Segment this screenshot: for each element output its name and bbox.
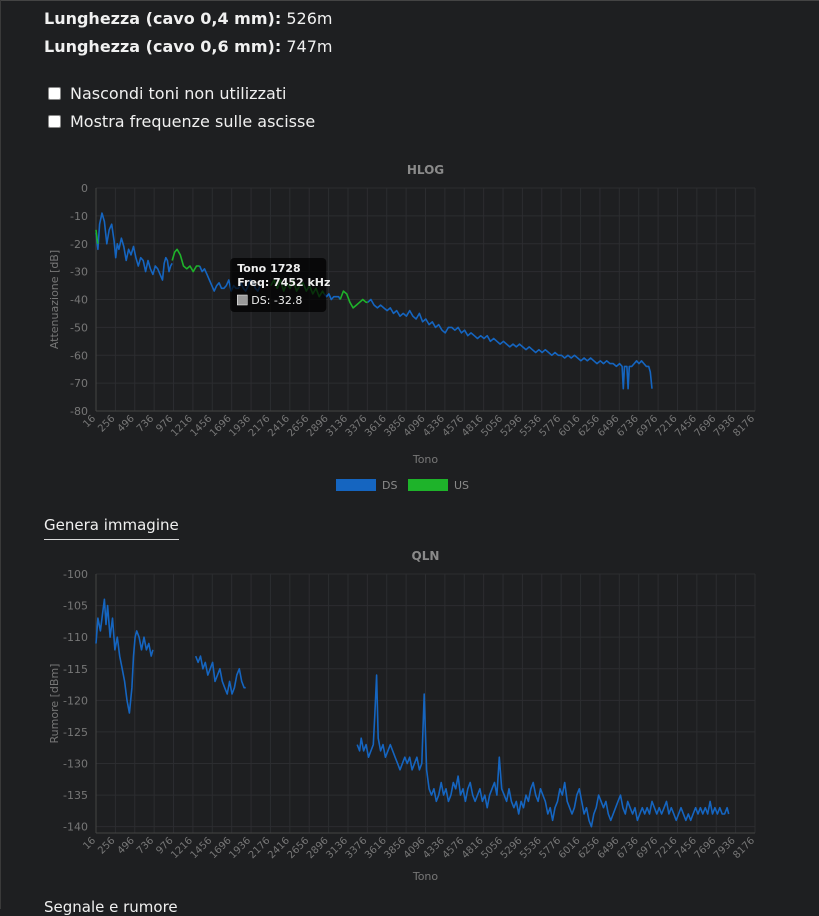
left-border: [0, 0, 1, 909]
y-tick-label: -140: [63, 821, 88, 834]
show-frequencies-option[interactable]: Mostra frequenze sulle ascisse: [48, 112, 315, 131]
y-tick-label: -50: [70, 321, 88, 334]
x-tick-label: 736: [135, 835, 156, 856]
legend-label-us: US: [454, 479, 469, 492]
hide-unused-tones-checkbox[interactable]: [48, 87, 61, 100]
series-line-us: [339, 290, 368, 309]
x-tick-label: 736: [135, 413, 156, 434]
hide-unused-tones-label: Nascondi toni non utilizzati: [70, 84, 287, 103]
y-tick-label: -30: [70, 266, 88, 279]
cable-length-04-value: 526m: [286, 9, 333, 28]
top-border: [0, 0, 819, 1]
y-tick-label: -100: [63, 568, 88, 581]
y-tick-label: -60: [70, 349, 88, 362]
hide-unused-tones-option[interactable]: Nascondi toni non utilizzati: [48, 84, 286, 103]
series-line-us: [171, 248, 200, 273]
tooltip-freq: Freq: 7452 kHz: [237, 276, 330, 289]
legend-swatch-ds: [336, 479, 376, 491]
y-tick-label: -10: [70, 210, 88, 223]
cable-length-04: Lunghezza (cavo 0,4 mm): 526m: [44, 9, 333, 28]
x-tick-label: 496: [116, 413, 137, 434]
tooltip-swatch: [237, 294, 248, 306]
tooltip-box: [230, 258, 327, 312]
y-tick-label: -135: [63, 789, 88, 802]
legend-label-ds: DS: [382, 479, 397, 492]
series-line-ds: [95, 212, 173, 281]
qln-chart: QLN1625649673697612161456169619362176241…: [48, 549, 757, 883]
series-line-us: [95, 229, 99, 244]
y-tick-label: -70: [70, 377, 88, 390]
y-axis-label: Rumore [dBm]: [48, 664, 61, 744]
x-tick-label: 256: [96, 413, 117, 434]
chart-title: HLOG: [407, 163, 444, 177]
y-tick-label: -120: [63, 694, 88, 707]
y-tick-label: -130: [63, 758, 88, 771]
generate-image-link[interactable]: Genera immagine: [44, 516, 179, 540]
series-line-ds: [356, 674, 730, 828]
y-tick-label: -110: [63, 631, 88, 644]
chart-title: QLN: [412, 549, 440, 563]
x-axis-label: Tono: [412, 870, 439, 883]
x-tick-label: 496: [116, 835, 137, 856]
y-tick-label: -20: [70, 238, 88, 251]
tooltip-entry: DS: -32.8: [251, 294, 302, 307]
y-tick-label: 0: [81, 182, 88, 195]
series-line-ds: [367, 298, 653, 390]
tooltip-title: Tono 1728: [237, 262, 300, 275]
series-line-ds: [194, 655, 246, 695]
y-axis-label: Attenuazione [dB]: [48, 250, 61, 349]
show-frequencies-checkbox[interactable]: [48, 115, 61, 128]
show-frequencies-label: Mostra frequenze sulle ascisse: [70, 112, 316, 131]
y-tick-label: -125: [63, 726, 88, 739]
x-tick-label: 256: [96, 835, 117, 856]
cable-length-06: Lunghezza (cavo 0,6 mm): 747m: [44, 37, 333, 56]
y-tick-label: -115: [63, 663, 88, 676]
cable-length-06-value: 747m: [286, 37, 333, 56]
x-tick-label: 8176: [731, 835, 757, 861]
cable-length-04-label: Lunghezza (cavo 0,4 mm): [44, 9, 275, 28]
x-axis-label: Tono: [412, 453, 439, 466]
x-tick-label: 8176: [731, 413, 757, 439]
legend-swatch-us: [408, 479, 448, 491]
y-tick-label: -80: [70, 405, 88, 418]
series-line-ds: [95, 598, 154, 714]
y-tick-label: -105: [63, 600, 88, 613]
hlog-chart: HLOG162564967369761216145616961936217624…: [48, 163, 757, 492]
cable-length-06-label: Lunghezza (cavo 0,6 mm): [44, 37, 275, 56]
next-section-title: Segnale e rumore: [44, 898, 178, 916]
series-line-ds: [323, 293, 341, 301]
y-tick-label: -40: [70, 294, 88, 307]
